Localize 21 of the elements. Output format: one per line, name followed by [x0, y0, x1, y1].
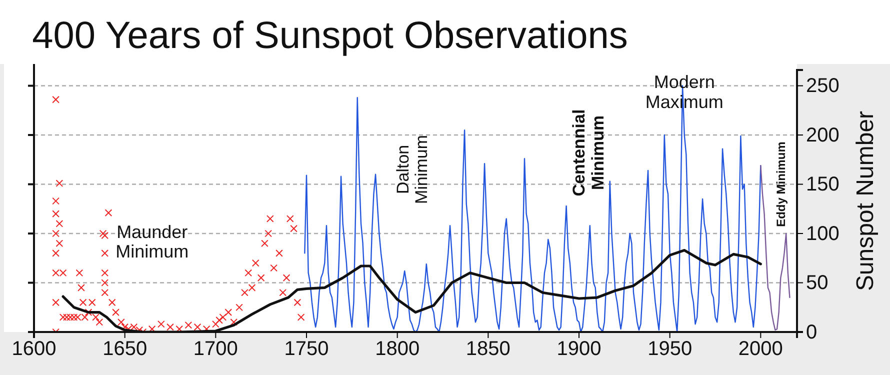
y-tick-label: 100	[806, 222, 840, 245]
x-tick-label: 1850	[466, 338, 510, 360]
annotation: Maunder Minimum	[116, 222, 189, 262]
x-tick-label: 1650	[102, 338, 148, 360]
x-tick-label: 2000	[738, 338, 783, 360]
x-tick-label: 1600	[12, 338, 56, 360]
y-tick-label: 50	[806, 272, 828, 294]
chart-title: 400 Years of Sunspot Observations	[32, 15, 628, 57]
y-tick-label: 0	[806, 321, 818, 344]
x-tick-label: 1800	[375, 338, 420, 360]
x-tick-label: 1950	[648, 338, 692, 360]
annotation: Dalton Minimum	[393, 135, 432, 204]
y-tick-label: 150	[806, 174, 840, 196]
x-tick-label: 1700	[193, 338, 238, 360]
y-tick-label: 200	[806, 124, 840, 146]
annotation: Centennial Minimum	[570, 109, 608, 196]
x-tick-label: 1900	[556, 338, 602, 360]
annotation: Eddy Minimum	[774, 142, 788, 227]
y-tick-label: 250	[806, 75, 840, 98]
x-tick-label: 1750	[284, 338, 329, 360]
y-axis-title: Sunspot Number	[852, 110, 879, 292]
